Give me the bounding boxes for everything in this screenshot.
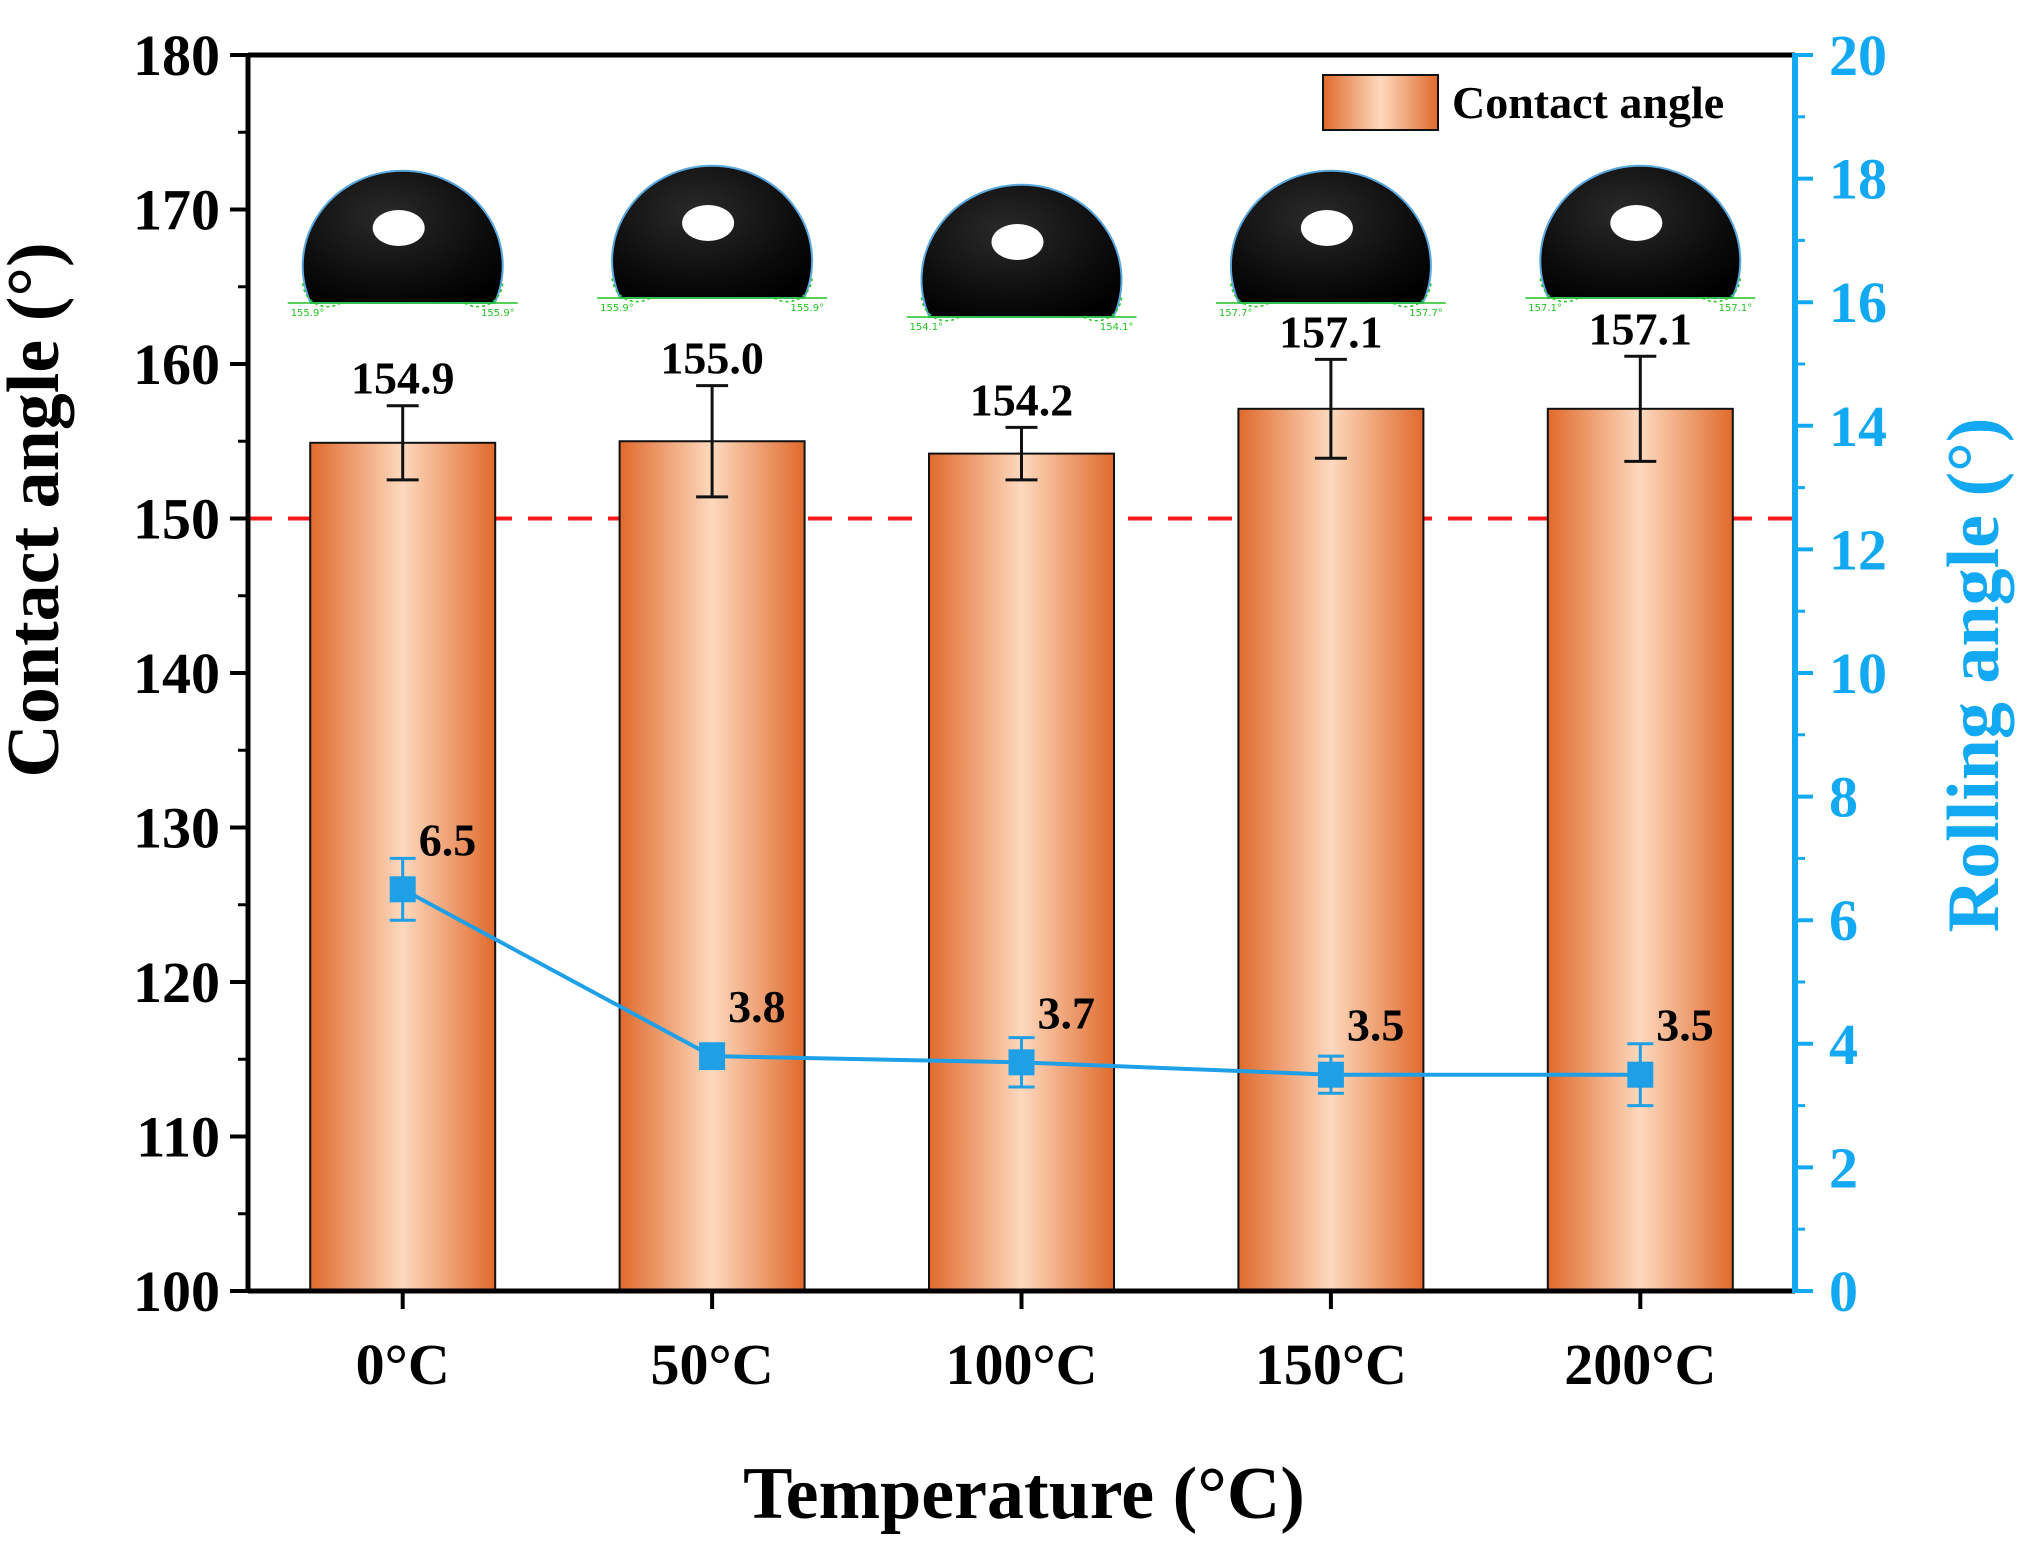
y-tick-label: 120	[133, 950, 220, 1015]
x-tick-label: 200°C	[1564, 1332, 1716, 1397]
contact-angle-label: 155.0	[660, 333, 764, 384]
contact-angle-label: 157.1	[1589, 303, 1693, 354]
contact-angle-bar	[1546, 407, 1734, 1292]
rolling-angle-point	[699, 1043, 726, 1070]
droplet-image: 155.9° 155.9°	[287, 169, 518, 319]
y-tick-label: 170	[133, 178, 220, 243]
droplet-image: 157.7° 157.7°	[1215, 169, 1446, 319]
legend-swatch	[1322, 74, 1439, 131]
rolling-angle-label: 3.7	[1038, 987, 1096, 1038]
left-angle-arc	[1539, 277, 1579, 303]
x-tick-label: 100°C	[945, 1332, 1097, 1397]
y2-tick-label: 8	[1829, 765, 1858, 830]
left-contact-angle: 154.1°	[910, 322, 944, 333]
y2-axis-title: Rolling angle (°)	[1933, 418, 2015, 933]
right-contact-angle: 157.7°	[1409, 308, 1443, 319]
left-contact-angle: 157.7°	[1219, 308, 1253, 319]
droplet-highlight	[991, 224, 1044, 260]
y2-tick-label: 16	[1829, 270, 1887, 335]
left-angle-arc	[1230, 282, 1270, 308]
legend: Contact angle	[1322, 74, 1724, 131]
x-axis-title: Temperature (°C)	[743, 1453, 1305, 1535]
data-labels-layer: 154.9 155.0 154.2 157.1 157.1 6.5 3.8 3.7 3.5 3.5	[351, 303, 1714, 1050]
droplet-highlight	[682, 205, 735, 241]
y-tick-label: 160	[133, 332, 220, 397]
contact-angle-bar	[618, 440, 806, 1292]
right-angle-arc	[464, 282, 504, 308]
x-tick-label: 0°C	[356, 1332, 450, 1397]
droplet-image: 154.1° 154.1°	[906, 183, 1137, 333]
right-contact-angle: 155.9°	[790, 303, 824, 314]
rolling-angle-point	[1627, 1061, 1654, 1088]
droplet-highlight	[372, 210, 425, 246]
rolling-angle-series	[389, 856, 1654, 1108]
rolling-angle-label: 6.5	[419, 814, 477, 865]
contact-angle-label: 157.1	[1279, 306, 1383, 357]
y-tick-label: 110	[136, 1105, 220, 1170]
contact-angle-label: 154.2	[970, 374, 1074, 425]
y2-tick-label: 4	[1829, 1012, 1858, 1077]
droplet-image: 157.1° 157.1°	[1525, 164, 1756, 314]
droplet-highlight	[1300, 210, 1353, 246]
y-tick-label: 100	[133, 1259, 220, 1324]
right-angle-arc	[1083, 296, 1123, 322]
rolling-angle-point	[1317, 1061, 1344, 1088]
left-angle-arc	[301, 282, 342, 308]
right-contact-angle: 155.9°	[481, 308, 515, 319]
y2-tick-label: 2	[1829, 1135, 1858, 1200]
x-tick-label: 150°C	[1255, 1332, 1407, 1397]
y-axis-title: Contact angle (°)	[0, 242, 75, 777]
rolling-angle-label: 3.8	[728, 981, 786, 1032]
bars-layer	[309, 354, 1734, 1293]
y-tick-label: 180	[133, 23, 220, 88]
contact-angle-label: 154.9	[351, 353, 455, 404]
right-angle-arc	[773, 277, 813, 303]
y2-tick-label: 14	[1829, 394, 1887, 459]
x-tick-label: 50°C	[651, 1332, 774, 1397]
right-angle-arc	[1701, 277, 1742, 303]
contact-angle-bar	[1237, 407, 1425, 1292]
y2-tick-label: 6	[1829, 888, 1858, 953]
rolling-angle-label: 3.5	[1656, 1000, 1714, 1051]
y2-tick-label: 20	[1829, 23, 1887, 88]
y-tick-label: 140	[133, 641, 220, 706]
y2-tick-label: 18	[1829, 147, 1887, 212]
left-contact-angle: 155.9°	[291, 308, 325, 319]
left-angle-arc	[920, 296, 960, 322]
rolling-angle-point	[1008, 1049, 1035, 1076]
y2-tick-label: 12	[1829, 517, 1887, 582]
left-contact-angle: 157.1°	[1528, 303, 1562, 314]
legend-label: Contact angle	[1452, 77, 1724, 128]
y2-tick-label: 10	[1829, 641, 1887, 706]
left-contact-angle: 155.9°	[600, 303, 634, 314]
y-tick-label: 150	[133, 487, 220, 552]
droplet-highlight	[1610, 205, 1663, 241]
droplet-images: 155.9° 155.9° 155.9° 155.9° 154.1° 154.1° 157.…	[287, 164, 1756, 333]
contact-angle-bar	[928, 452, 1115, 1292]
rolling-angle-point	[389, 876, 416, 903]
left-angle-arc	[611, 277, 651, 303]
right-angle-arc	[1392, 282, 1432, 308]
y2-tick-label: 0	[1829, 1259, 1858, 1324]
right-contact-angle: 157.1°	[1719, 303, 1753, 314]
y-tick-label: 130	[133, 796, 220, 861]
right-contact-angle: 154.1°	[1100, 322, 1134, 333]
axes-layer: 100 110 120 130 140 150 160 170 180 0 2 4 6 8 10 12 14 16…	[133, 23, 1887, 1397]
droplet-image: 155.9° 155.9°	[597, 164, 828, 314]
rolling-angle-label: 3.5	[1347, 1000, 1405, 1051]
